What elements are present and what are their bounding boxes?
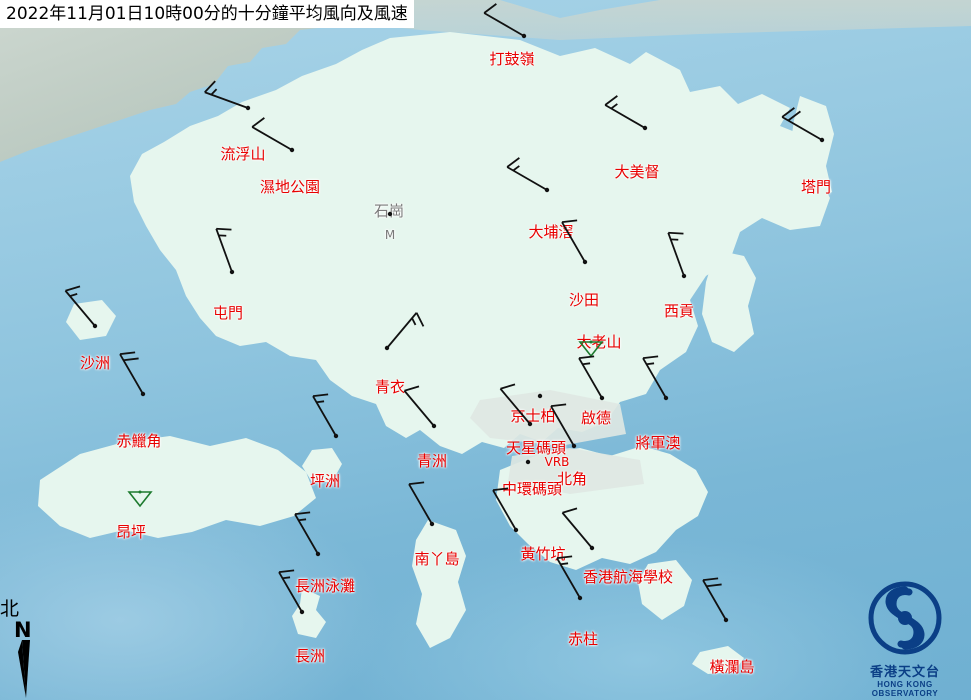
- wind-barb-king-s-park: [485, 341, 595, 451]
- station-label-king-s-park: 京士柏: [510, 407, 556, 425]
- wind-barb-shek-kong: [335, 159, 445, 269]
- station-label-lau-fau-shan: 流浮山: [220, 145, 266, 163]
- station-label-star-ferry: 天星碼頭: [505, 439, 567, 457]
- wind-barb-ngong-ping: [85, 443, 195, 553]
- wind-barb-stanley: [525, 543, 635, 653]
- station-label-ta-kwu-ling: 打鼓嶺: [489, 50, 535, 68]
- map-title: 2022年11月01日10時00分的十分鐘平均風向及風速: [0, 0, 414, 28]
- wind-barb-ping-chau: [281, 381, 391, 491]
- station-label-sha-tin: 沙田: [568, 291, 600, 309]
- station-label-waglan-island: 橫瀾島: [709, 658, 755, 676]
- wind-barb-sha-tin: [530, 207, 640, 317]
- wind-barb-wong-chuk-hang: [461, 475, 571, 585]
- wind-barb-tate-cairn: [536, 293, 646, 403]
- wind-barb-cheung-chau-bch: [379, 371, 489, 481]
- sai-kung-islands-landmass: [702, 250, 756, 352]
- hko-name-en: HONG KONG OBSERVATORY: [871, 680, 939, 698]
- wind-barb-ta-kwu-ling: [469, 0, 579, 91]
- wind-barb-lamma-island: [377, 469, 487, 579]
- station-label-ngong-ping: 昂坪: [115, 523, 147, 541]
- wind-barb-tai-mei-tuk: [590, 73, 700, 183]
- compass-north-label-letter: N: [14, 618, 32, 642]
- station-label-cheung-chau-bch: 青洲: [416, 452, 448, 470]
- wind-barb-north-point: [519, 391, 629, 501]
- lantau-island-landmass: [38, 436, 316, 538]
- station-label-tai-mei-tuk: 大美督: [614, 163, 660, 181]
- station-label-tuen-mun: 屯門: [212, 304, 244, 322]
- wind-barb-hk-sea-school: [537, 493, 647, 603]
- station-label-hk-sea-school: 香港航海學校: [582, 568, 674, 586]
- compass-rose: 北 N: [0, 594, 56, 700]
- station-label-lamma-island: 南丫島: [414, 550, 460, 568]
- hko-name-cn: 香港天文台: [869, 665, 940, 680]
- wind-barb-lau-fau-shan: [193, 53, 303, 163]
- station-label-ping-chau: 坪洲: [309, 472, 341, 490]
- station-label-stanley: 赤柱: [567, 630, 599, 648]
- hko-logo: 香港天文台 HONG KONG OBSERVATORY: [845, 580, 965, 698]
- station-label-north-point: 北角: [556, 470, 588, 488]
- wind-barb-star-ferry: [475, 369, 585, 479]
- wind-barb-tap-mun: [767, 85, 877, 195]
- wind-barb-kai-tak: [547, 343, 657, 453]
- wind-barb-sha-chau: [40, 271, 150, 381]
- station-label-tai-po-kau: 大埔滘: [528, 223, 574, 241]
- wind-barb-tuen-mun: [177, 217, 287, 327]
- station-label-shek-kong: 石崗: [373, 202, 405, 220]
- wind-barb-wetland-park: [237, 95, 347, 205]
- hko-emblem-icon: [868, 581, 942, 655]
- station-label-kai-tak: 啟德: [580, 409, 612, 427]
- compass-needle-icon: [18, 640, 30, 698]
- wind-barb-tsing-yi: [332, 293, 442, 403]
- wind-barb-central-pier: [473, 407, 583, 517]
- compass-north-label-cn: 北: [0, 598, 20, 620]
- station-label-sai-kung: 西貢: [663, 302, 695, 320]
- station-label-wetland-park: 濕地公園: [259, 178, 321, 196]
- station-label-tap-mun: 塔門: [800, 178, 832, 196]
- station-label-sha-chau: 沙洲: [79, 354, 111, 372]
- station-label-central-pier: 中環碼頭: [501, 480, 563, 498]
- wind-barb-cheung-chau-beach: [263, 499, 373, 609]
- station-label-cheung-chau: 長洲: [294, 647, 326, 665]
- station-label-tseung-kwan-o: 將軍澳: [635, 434, 681, 452]
- wind-barb-cheung-chau: [247, 557, 357, 667]
- station-label-cheung-chau-beach: 長洲泳灘: [294, 577, 356, 595]
- annotation-vrb-note: VRB: [544, 455, 570, 469]
- wind-barb-tseung-kwan-o: [611, 343, 721, 453]
- station-label-wong-chuk-hang: 黃竹坑: [520, 545, 566, 563]
- wind-barb-tai-po-kau: [492, 135, 602, 245]
- wind-barb-waglan-island: [671, 565, 781, 675]
- annotation-sheung-shui-m: M: [384, 228, 396, 242]
- wind-barb-chek-lap-kok: [88, 339, 198, 449]
- wind-barb-sai-kung: [629, 221, 739, 331]
- station-label-tsing-yi: 青衣: [374, 378, 406, 396]
- station-label-chek-lap-kok: 赤鱲角: [116, 432, 162, 450]
